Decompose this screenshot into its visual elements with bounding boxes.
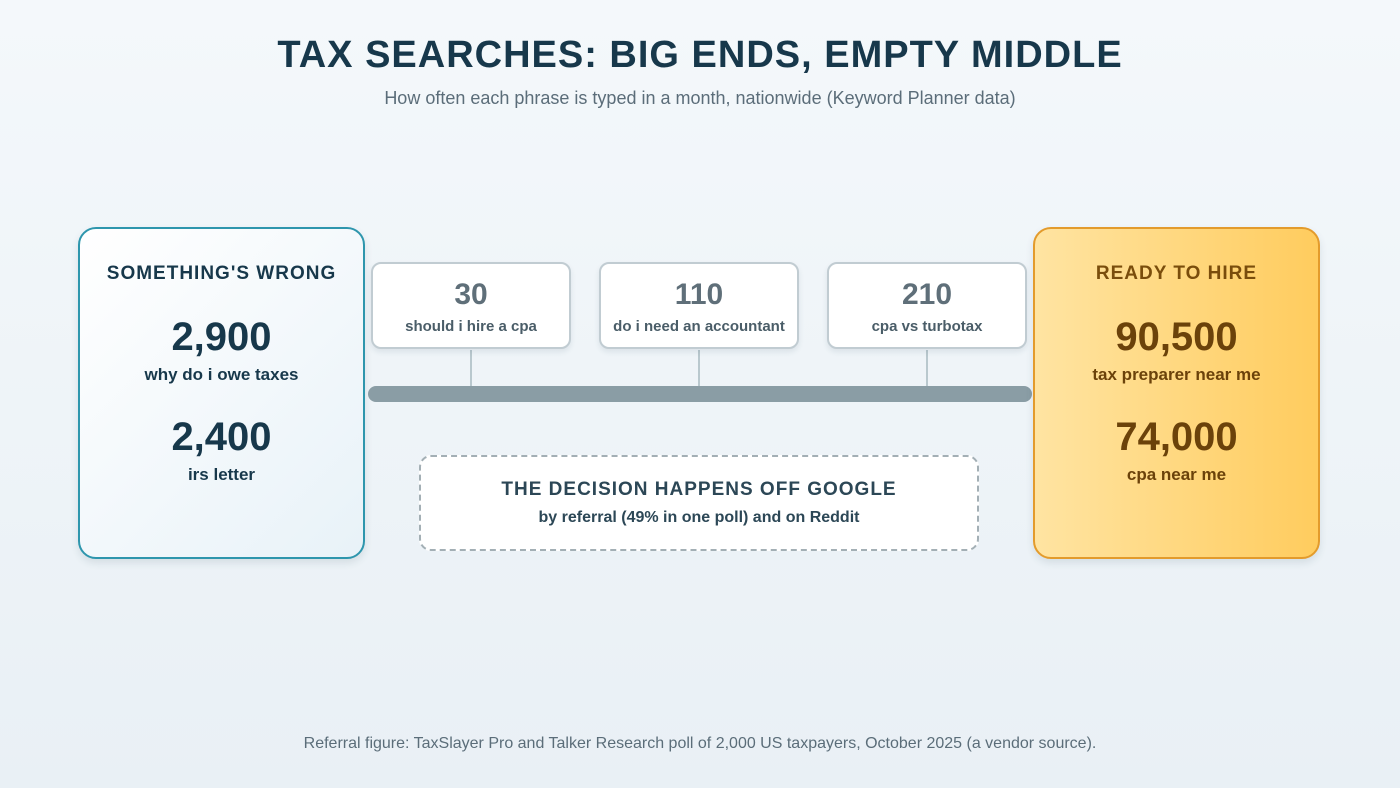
decision-callout: THE DECISION HAPPENS OFF GOOGLE by refer…: [419, 455, 979, 551]
search-phrase: cpa vs turbotax: [871, 318, 983, 335]
connector-line: [470, 350, 472, 386]
decision-title: THE DECISION HAPPENS OFF GOOGLE: [501, 479, 897, 500]
search-entry: 2,400 irs letter: [80, 415, 363, 485]
connector-line: [698, 350, 700, 386]
search-entry: 90,500 tax preparer near me: [1035, 315, 1318, 385]
panel-title: SOMETHING'S WRONG: [106, 263, 337, 284]
search-volume: 2,900: [171, 315, 272, 359]
middle-search-box: 110 do i need an accountant: [599, 262, 799, 349]
search-phrase: irs letter: [187, 465, 256, 484]
page-subtitle: How often each phrase is typed in a mont…: [384, 88, 1016, 108]
timeline-bar: [368, 386, 1032, 402]
connector-line: [926, 350, 928, 386]
search-volume: 30: [454, 278, 488, 311]
search-phrase: why do i owe taxes: [144, 365, 299, 384]
search-phrase: tax preparer near me: [1092, 365, 1261, 384]
middle-search-box: 30 should i hire a cpa: [371, 262, 571, 349]
something-wrong-panel: SOMETHING'S WRONG 2,900 why do i owe tax…: [78, 227, 365, 559]
middle-search-box: 210 cpa vs turbotax: [827, 262, 1027, 349]
search-phrase: should i hire a cpa: [405, 318, 537, 335]
page-title: TAX SEARCHES: BIG ENDS, EMPTY MIDDLE: [277, 34, 1123, 76]
decision-subtitle: by referral (49% in one poll) and on Red…: [538, 509, 860, 526]
search-volume: 2,400: [171, 415, 272, 459]
search-phrase: cpa near me: [1126, 465, 1227, 484]
search-volume: 210: [901, 278, 953, 311]
ready-to-hire-panel: READY TO HIRE 90,500 tax preparer near m…: [1033, 227, 1320, 559]
search-entry: 2,900 why do i owe taxes: [80, 315, 363, 385]
panel-title: READY TO HIRE: [1095, 263, 1258, 284]
search-volume: 74,000: [1115, 415, 1238, 459]
search-volume: 110: [674, 278, 724, 311]
search-volume: 90,500: [1115, 315, 1238, 359]
search-phrase: do i need an accountant: [613, 318, 785, 335]
source-footnote: Referral figure: TaxSlayer Pro and Talke…: [303, 735, 1097, 752]
search-entry: 74,000 cpa near me: [1035, 415, 1318, 485]
